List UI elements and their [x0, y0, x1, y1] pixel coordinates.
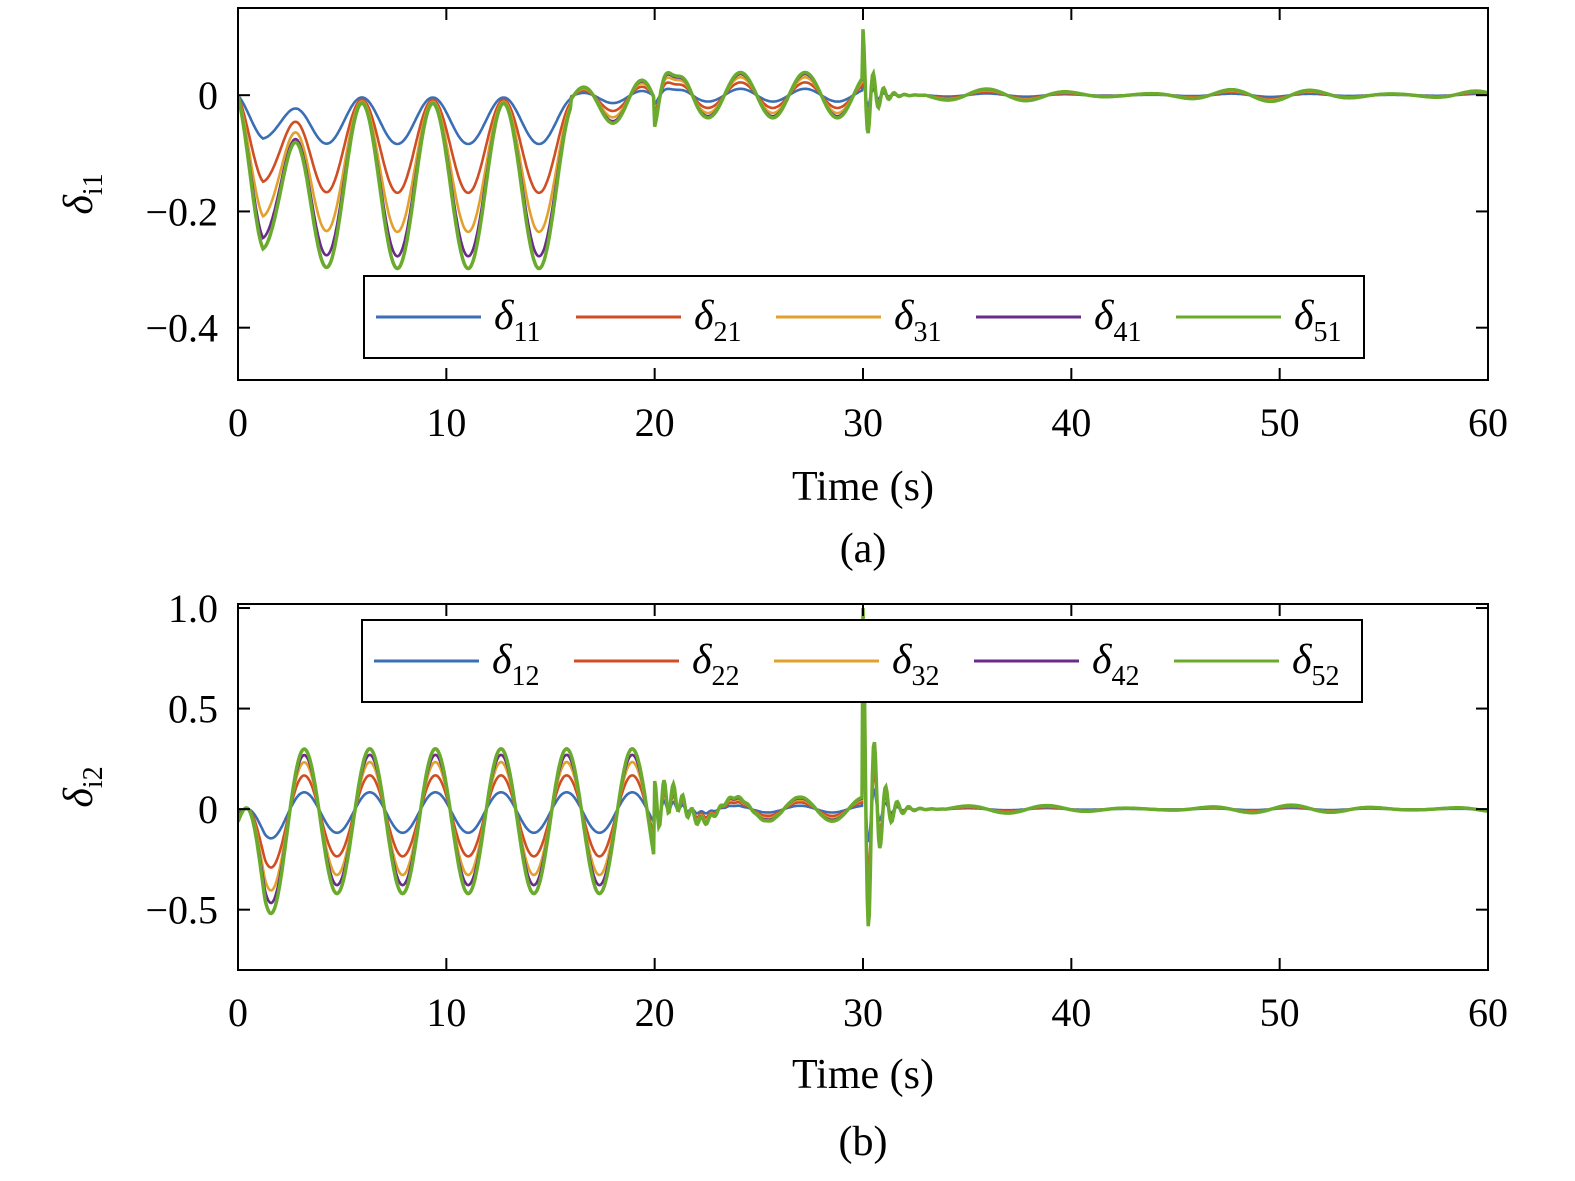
panel-b: 0 10 20 30 40 50 60 1.0 0.5 0 −0.5 δ12 δ22 δ32 δ42 δ52…	[56, 586, 1508, 1165]
legend-entry: δ41	[1094, 293, 1142, 348]
x-tick-label: 10	[426, 400, 466, 445]
x-tick-label: 60	[1468, 990, 1508, 1035]
y-tick-label: −0.4	[145, 306, 218, 351]
panel-a-y-axis-label: δi1	[56, 173, 109, 214]
x-tick-label: 0	[228, 400, 248, 445]
y-tick-label: 1.0	[168, 586, 218, 631]
legend-entry: δ32	[892, 637, 940, 692]
x-tick-label: 10	[426, 990, 466, 1035]
y-tick-label: −0.2	[145, 189, 218, 234]
y-axis-subscript: i1	[78, 173, 109, 195]
legend-entry: δ42	[1092, 637, 1140, 692]
series-line-δ51	[238, 29, 1488, 271]
panel-a: 0 10 20 30 40 50 60 0 −0.2 −0.4 δ11 δ21 δ31 δ41 δ51 T…	[56, 7, 1508, 572]
y-axis-subscript: i2	[78, 766, 109, 788]
x-tick-label: 60	[1468, 400, 1508, 445]
x-tick-label: 0	[228, 990, 248, 1035]
x-tick-label: 40	[1051, 990, 1091, 1035]
panel-a-legend: δ11 δ21 δ31 δ41 δ51	[363, 275, 1365, 359]
x-tick-label: 40	[1051, 400, 1091, 445]
panel-a-series	[238, 29, 1488, 271]
x-tick-label: 50	[1260, 400, 1300, 445]
x-tick-label: 20	[635, 990, 675, 1035]
legend-box	[361, 619, 1363, 703]
panel-b-caption: (b)	[839, 1119, 888, 1165]
x-tick-label: 30	[843, 990, 883, 1035]
panel-a-ticks: 0 10 20 30 40 50 60 0 −0.2 −0.4	[145, 8, 1508, 445]
x-tick-label: 20	[635, 400, 675, 445]
panel-b-y-axis-label: δi2	[56, 766, 109, 807]
panel-b-legend: δ12 δ22 δ32 δ42 δ52	[361, 619, 1363, 703]
y-tick-label: 0	[198, 787, 218, 832]
y-axis-symbol: δ	[56, 787, 102, 808]
panel-a-x-axis-label: Time (s)	[792, 464, 934, 510]
y-tick-label: −0.5	[145, 888, 218, 933]
y-tick-label: 0.5	[168, 687, 218, 732]
legend-entry: δ22	[692, 637, 740, 692]
legend-entry: δ51	[1294, 293, 1342, 348]
legend-entry: δ21	[694, 293, 742, 348]
x-tick-label: 50	[1260, 990, 1300, 1035]
legend-entry: δ31	[894, 293, 942, 348]
panel-b-x-axis-label: Time (s)	[792, 1052, 934, 1098]
legend-entry: δ52	[1292, 637, 1340, 692]
x-tick-label: 30	[843, 400, 883, 445]
legend-entry: δ11	[494, 293, 541, 348]
y-axis-symbol: δ	[56, 194, 102, 215]
panel-b-ticks: 0 10 20 30 40 50 60 1.0 0.5 0 −0.5	[145, 586, 1508, 1035]
y-tick-label: 0	[198, 73, 218, 118]
panel-a-caption: (a)	[840, 526, 887, 572]
legend-entry: δ12	[492, 637, 540, 692]
